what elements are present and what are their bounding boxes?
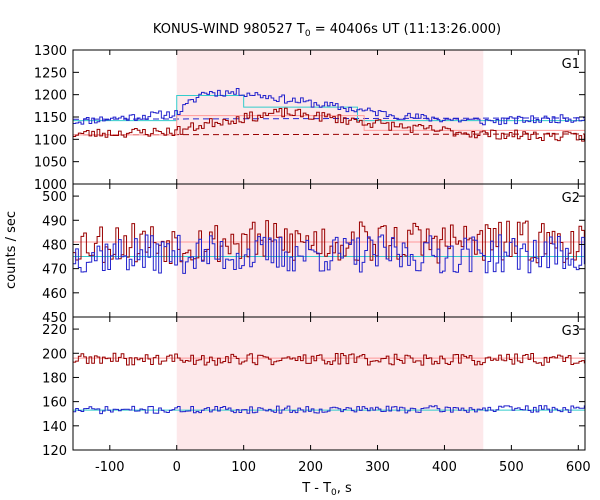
panel-label: G1 (562, 57, 580, 72)
blue-series-line (73, 405, 585, 415)
fit-line (73, 115, 585, 136)
x-tick-label: 100 (231, 460, 256, 475)
panel-frame (72, 316, 586, 451)
panel-label: G3 (562, 324, 580, 339)
panel-g1: 1000 1050 1100 1150 1200 1250 1300 G1 (34, 44, 586, 193)
y-tick-label: 160 (42, 396, 67, 411)
y-tick-label: 490 (42, 214, 67, 229)
panel-g2: 450 460 470 480 490 500 G2 (42, 183, 586, 326)
y-tick-label: 1100 (34, 133, 67, 148)
x-tick-label: -100 (95, 460, 125, 475)
x-tick-label: 0 (173, 460, 181, 475)
shaded-interval (176, 317, 484, 450)
y-tick-label: 200 (42, 347, 67, 362)
y-tick-label: 450 (42, 311, 67, 326)
y-tick-label: 180 (42, 371, 67, 386)
chart-title: KONUS-WIND 980527 T0 = 40406s UT (11:13:… (153, 22, 501, 39)
y-tick-label: 480 (42, 238, 67, 253)
x-tick-label: 200 (298, 460, 323, 475)
y-tick-label: 470 (42, 263, 67, 278)
panels-group: 1000105011001150120012501300G14504604704… (34, 44, 591, 475)
y-tick-label: 220 (42, 323, 67, 338)
y-tick-label: 120 (42, 444, 67, 459)
blue-series-line (73, 234, 585, 274)
x-tick-label: 400 (432, 460, 457, 475)
x-tick-label: 300 (365, 460, 390, 475)
y-tick-label: 1250 (34, 66, 67, 81)
panel-g3: 120 140 160 180 200 220 G3 (42, 316, 586, 459)
red-series-line (73, 107, 585, 142)
x-axis-title: T - T0, s (301, 481, 352, 498)
y-tick-label: 500 (42, 190, 67, 205)
x-tick-label: 600 (566, 460, 591, 475)
y-tick-label: 460 (42, 287, 67, 302)
blue-series-line (73, 87, 585, 126)
y-tick-label: 1200 (34, 89, 67, 104)
y-tick-label: 1300 (34, 44, 67, 59)
background-level-line (73, 117, 585, 120)
panel-label: G2 (562, 191, 580, 206)
y-tick-label: 1050 (34, 156, 67, 171)
y-tick-label: 1150 (34, 111, 67, 126)
y-axis-title: counts / sec (4, 211, 19, 289)
y-tick-label: 140 (42, 420, 67, 435)
y-tick-label: 1000 (34, 178, 67, 193)
red-series-line (73, 352, 585, 366)
x-tick-label: 500 (499, 460, 524, 475)
